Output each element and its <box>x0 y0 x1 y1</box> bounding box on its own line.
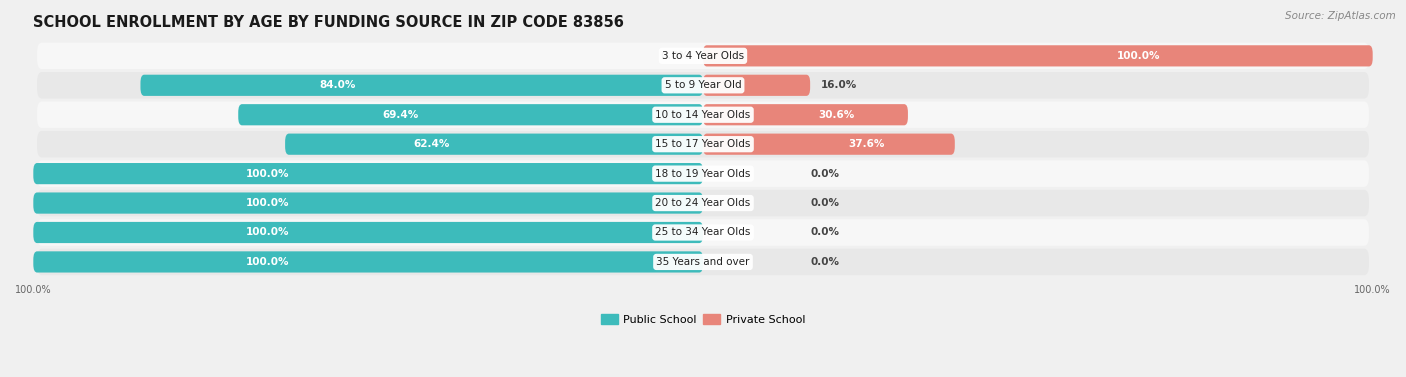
Text: 100.0%: 100.0% <box>1116 51 1160 61</box>
FancyBboxPatch shape <box>34 222 703 243</box>
Text: 25 to 34 Year Olds: 25 to 34 Year Olds <box>655 227 751 238</box>
Text: Source: ZipAtlas.com: Source: ZipAtlas.com <box>1285 11 1396 21</box>
Text: 0.0%: 0.0% <box>810 227 839 238</box>
Legend: Public School, Private School: Public School, Private School <box>596 310 810 329</box>
Text: 30.6%: 30.6% <box>818 110 855 120</box>
Text: SCHOOL ENROLLMENT BY AGE BY FUNDING SOURCE IN ZIP CODE 83856: SCHOOL ENROLLMENT BY AGE BY FUNDING SOUR… <box>34 15 624 30</box>
FancyBboxPatch shape <box>37 160 1369 187</box>
FancyBboxPatch shape <box>285 133 703 155</box>
Text: 84.0%: 84.0% <box>319 80 356 90</box>
Text: 37.6%: 37.6% <box>848 139 884 149</box>
FancyBboxPatch shape <box>703 45 1372 66</box>
FancyBboxPatch shape <box>37 219 1369 246</box>
Text: 16.0%: 16.0% <box>821 80 858 90</box>
FancyBboxPatch shape <box>37 101 1369 128</box>
Text: 100.0%: 100.0% <box>246 169 290 179</box>
FancyBboxPatch shape <box>37 190 1369 216</box>
Text: 3 to 4 Year Olds: 3 to 4 Year Olds <box>662 51 744 61</box>
FancyBboxPatch shape <box>238 104 703 125</box>
FancyBboxPatch shape <box>37 249 1369 275</box>
Text: 5 to 9 Year Old: 5 to 9 Year Old <box>665 80 741 90</box>
Text: 69.4%: 69.4% <box>382 110 419 120</box>
FancyBboxPatch shape <box>37 131 1369 158</box>
Text: 0.0%: 0.0% <box>661 51 689 61</box>
Text: 62.4%: 62.4% <box>413 139 450 149</box>
Text: 100.0%: 100.0% <box>246 198 290 208</box>
Text: 18 to 19 Year Olds: 18 to 19 Year Olds <box>655 169 751 179</box>
FancyBboxPatch shape <box>37 72 1369 98</box>
FancyBboxPatch shape <box>703 75 810 96</box>
Text: 35 Years and over: 35 Years and over <box>657 257 749 267</box>
FancyBboxPatch shape <box>34 192 703 214</box>
Text: 15 to 17 Year Olds: 15 to 17 Year Olds <box>655 139 751 149</box>
FancyBboxPatch shape <box>703 104 908 125</box>
Text: 100.0%: 100.0% <box>246 227 290 238</box>
Text: 0.0%: 0.0% <box>810 169 839 179</box>
Text: 10 to 14 Year Olds: 10 to 14 Year Olds <box>655 110 751 120</box>
FancyBboxPatch shape <box>703 133 955 155</box>
Text: 20 to 24 Year Olds: 20 to 24 Year Olds <box>655 198 751 208</box>
Text: 0.0%: 0.0% <box>810 198 839 208</box>
FancyBboxPatch shape <box>141 75 703 96</box>
Text: 100.0%: 100.0% <box>246 257 290 267</box>
FancyBboxPatch shape <box>34 251 703 273</box>
FancyBboxPatch shape <box>37 43 1369 69</box>
FancyBboxPatch shape <box>34 163 703 184</box>
Text: 0.0%: 0.0% <box>810 257 839 267</box>
